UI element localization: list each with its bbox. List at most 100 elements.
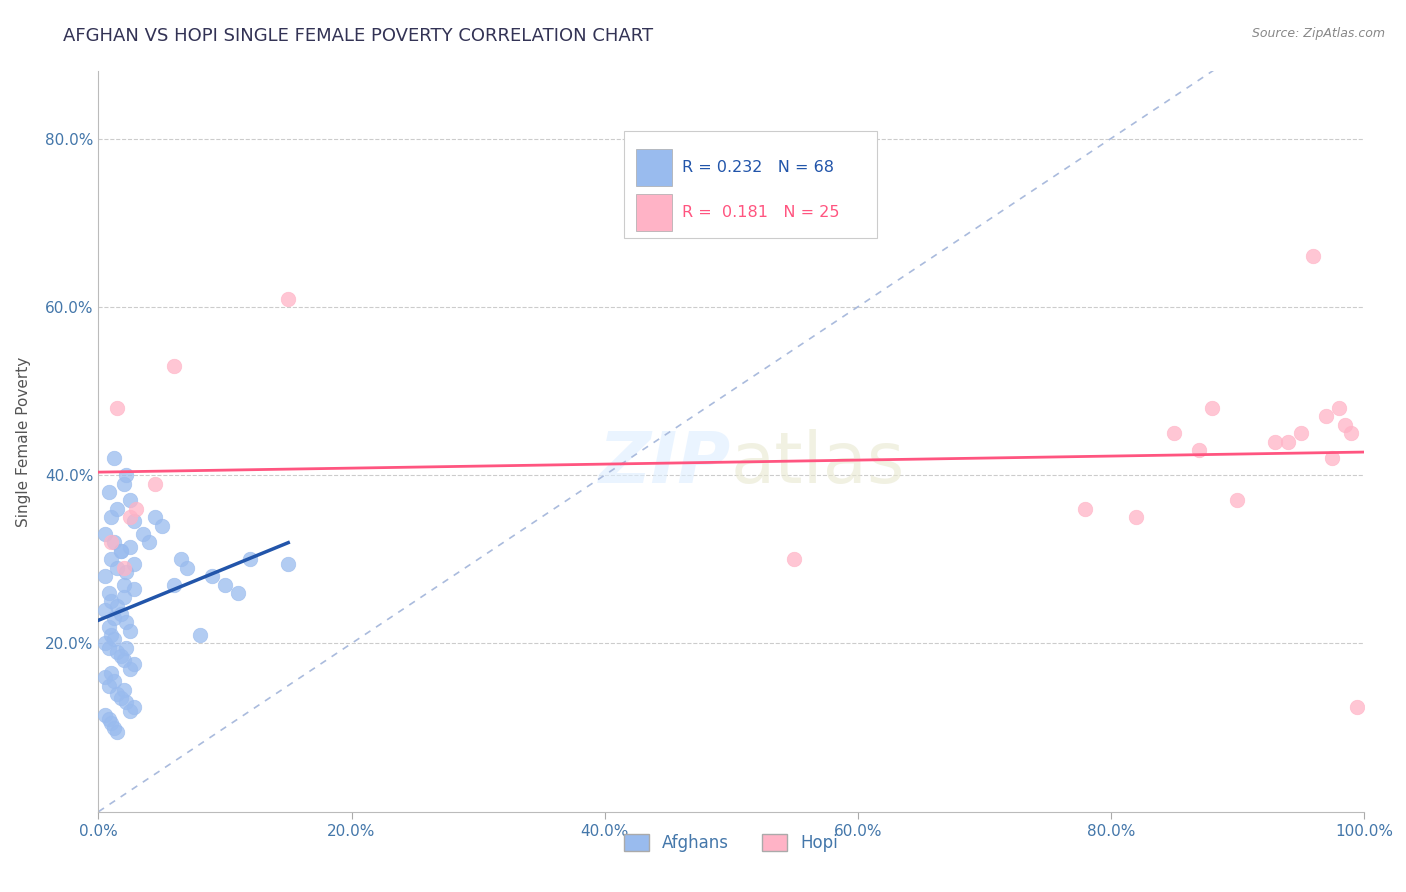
Point (1302, 249, 1324, 264)
Point (120, 662, 141, 676)
Point (125, 501, 148, 516)
Point (1333, 417, 1355, 432)
Point (150, 518, 173, 533)
Point (176, 560, 198, 574)
Point (239, 552, 262, 566)
Text: AFGHAN VS HOPI SINGLE FEMALE POVERTY CORRELATION CHART: AFGHAN VS HOPI SINGLE FEMALE POVERTY COR… (63, 27, 654, 45)
Point (112, 590, 135, 604)
Point (120, 510, 141, 524)
Point (120, 704, 141, 718)
Point (115, 565, 138, 579)
Point (107, 560, 129, 574)
Point (97, 712, 120, 726)
Point (120, 540, 141, 554)
Point (226, 586, 249, 600)
Point (115, 640, 138, 655)
Point (107, 401, 129, 415)
Point (107, 599, 129, 613)
Point (122, 699, 145, 714)
Point (110, 691, 132, 706)
Point (1327, 401, 1350, 415)
Point (93, 670, 117, 684)
Point (103, 611, 125, 625)
Point (107, 724, 129, 739)
Point (1315, 409, 1337, 424)
Point (1322, 451, 1344, 466)
Y-axis label: Single Female Poverty: Single Female Poverty (17, 357, 31, 526)
Point (115, 695, 138, 709)
Point (1226, 493, 1249, 508)
Point (100, 716, 122, 731)
Point (112, 577, 135, 591)
Point (100, 665, 122, 680)
Point (103, 451, 125, 466)
Point (115, 468, 138, 483)
Text: Source: ZipAtlas.com: Source: ZipAtlas.com (1251, 27, 1385, 40)
Point (1264, 434, 1286, 449)
Point (93, 603, 117, 617)
Point (145, 476, 166, 491)
Text: R = 0.232   N = 68: R = 0.232 N = 68 (682, 160, 834, 175)
Point (103, 535, 125, 549)
FancyBboxPatch shape (636, 194, 672, 230)
Point (93, 569, 117, 583)
Point (110, 544, 132, 558)
Point (169, 552, 191, 566)
Point (120, 624, 141, 638)
Point (93, 708, 117, 723)
Point (1125, 510, 1147, 524)
Point (107, 501, 129, 516)
Point (97, 586, 120, 600)
Legend: Afghans, Hopi: Afghans, Hopi (617, 828, 845, 859)
Point (93, 527, 117, 541)
Point (783, 552, 806, 566)
Text: R =  0.181   N = 25: R = 0.181 N = 25 (682, 204, 839, 219)
Point (277, 557, 299, 571)
FancyBboxPatch shape (623, 130, 877, 238)
Text: ZIP: ZIP (599, 429, 731, 499)
Point (1277, 434, 1299, 449)
Point (115, 615, 138, 630)
Point (97, 679, 120, 693)
Point (107, 645, 129, 659)
Point (103, 674, 125, 689)
Point (163, 359, 186, 373)
Point (100, 628, 122, 642)
Point (122, 557, 145, 571)
FancyBboxPatch shape (636, 149, 672, 186)
Point (277, 292, 299, 306)
Point (1201, 401, 1223, 415)
Point (1340, 426, 1362, 441)
Point (1188, 442, 1211, 457)
Point (110, 544, 132, 558)
Point (188, 628, 211, 642)
Point (122, 582, 145, 596)
Point (138, 535, 160, 549)
Point (100, 594, 122, 608)
Point (122, 515, 145, 529)
Point (112, 653, 135, 667)
Point (163, 577, 186, 591)
Point (100, 535, 122, 549)
Point (145, 510, 166, 524)
Point (100, 510, 122, 524)
Point (97, 619, 120, 633)
Point (122, 657, 145, 672)
Point (132, 527, 155, 541)
Point (1074, 501, 1097, 516)
Point (93, 636, 117, 650)
Point (97, 640, 120, 655)
Text: atlas: atlas (731, 429, 905, 499)
Point (103, 721, 125, 735)
Point (100, 552, 122, 566)
Point (1163, 426, 1185, 441)
Point (107, 687, 129, 701)
Point (97, 485, 120, 500)
Point (1347, 699, 1369, 714)
Point (112, 560, 135, 574)
Point (110, 649, 132, 664)
Point (201, 569, 224, 583)
Point (214, 577, 236, 591)
Point (112, 682, 135, 697)
Point (120, 493, 141, 508)
